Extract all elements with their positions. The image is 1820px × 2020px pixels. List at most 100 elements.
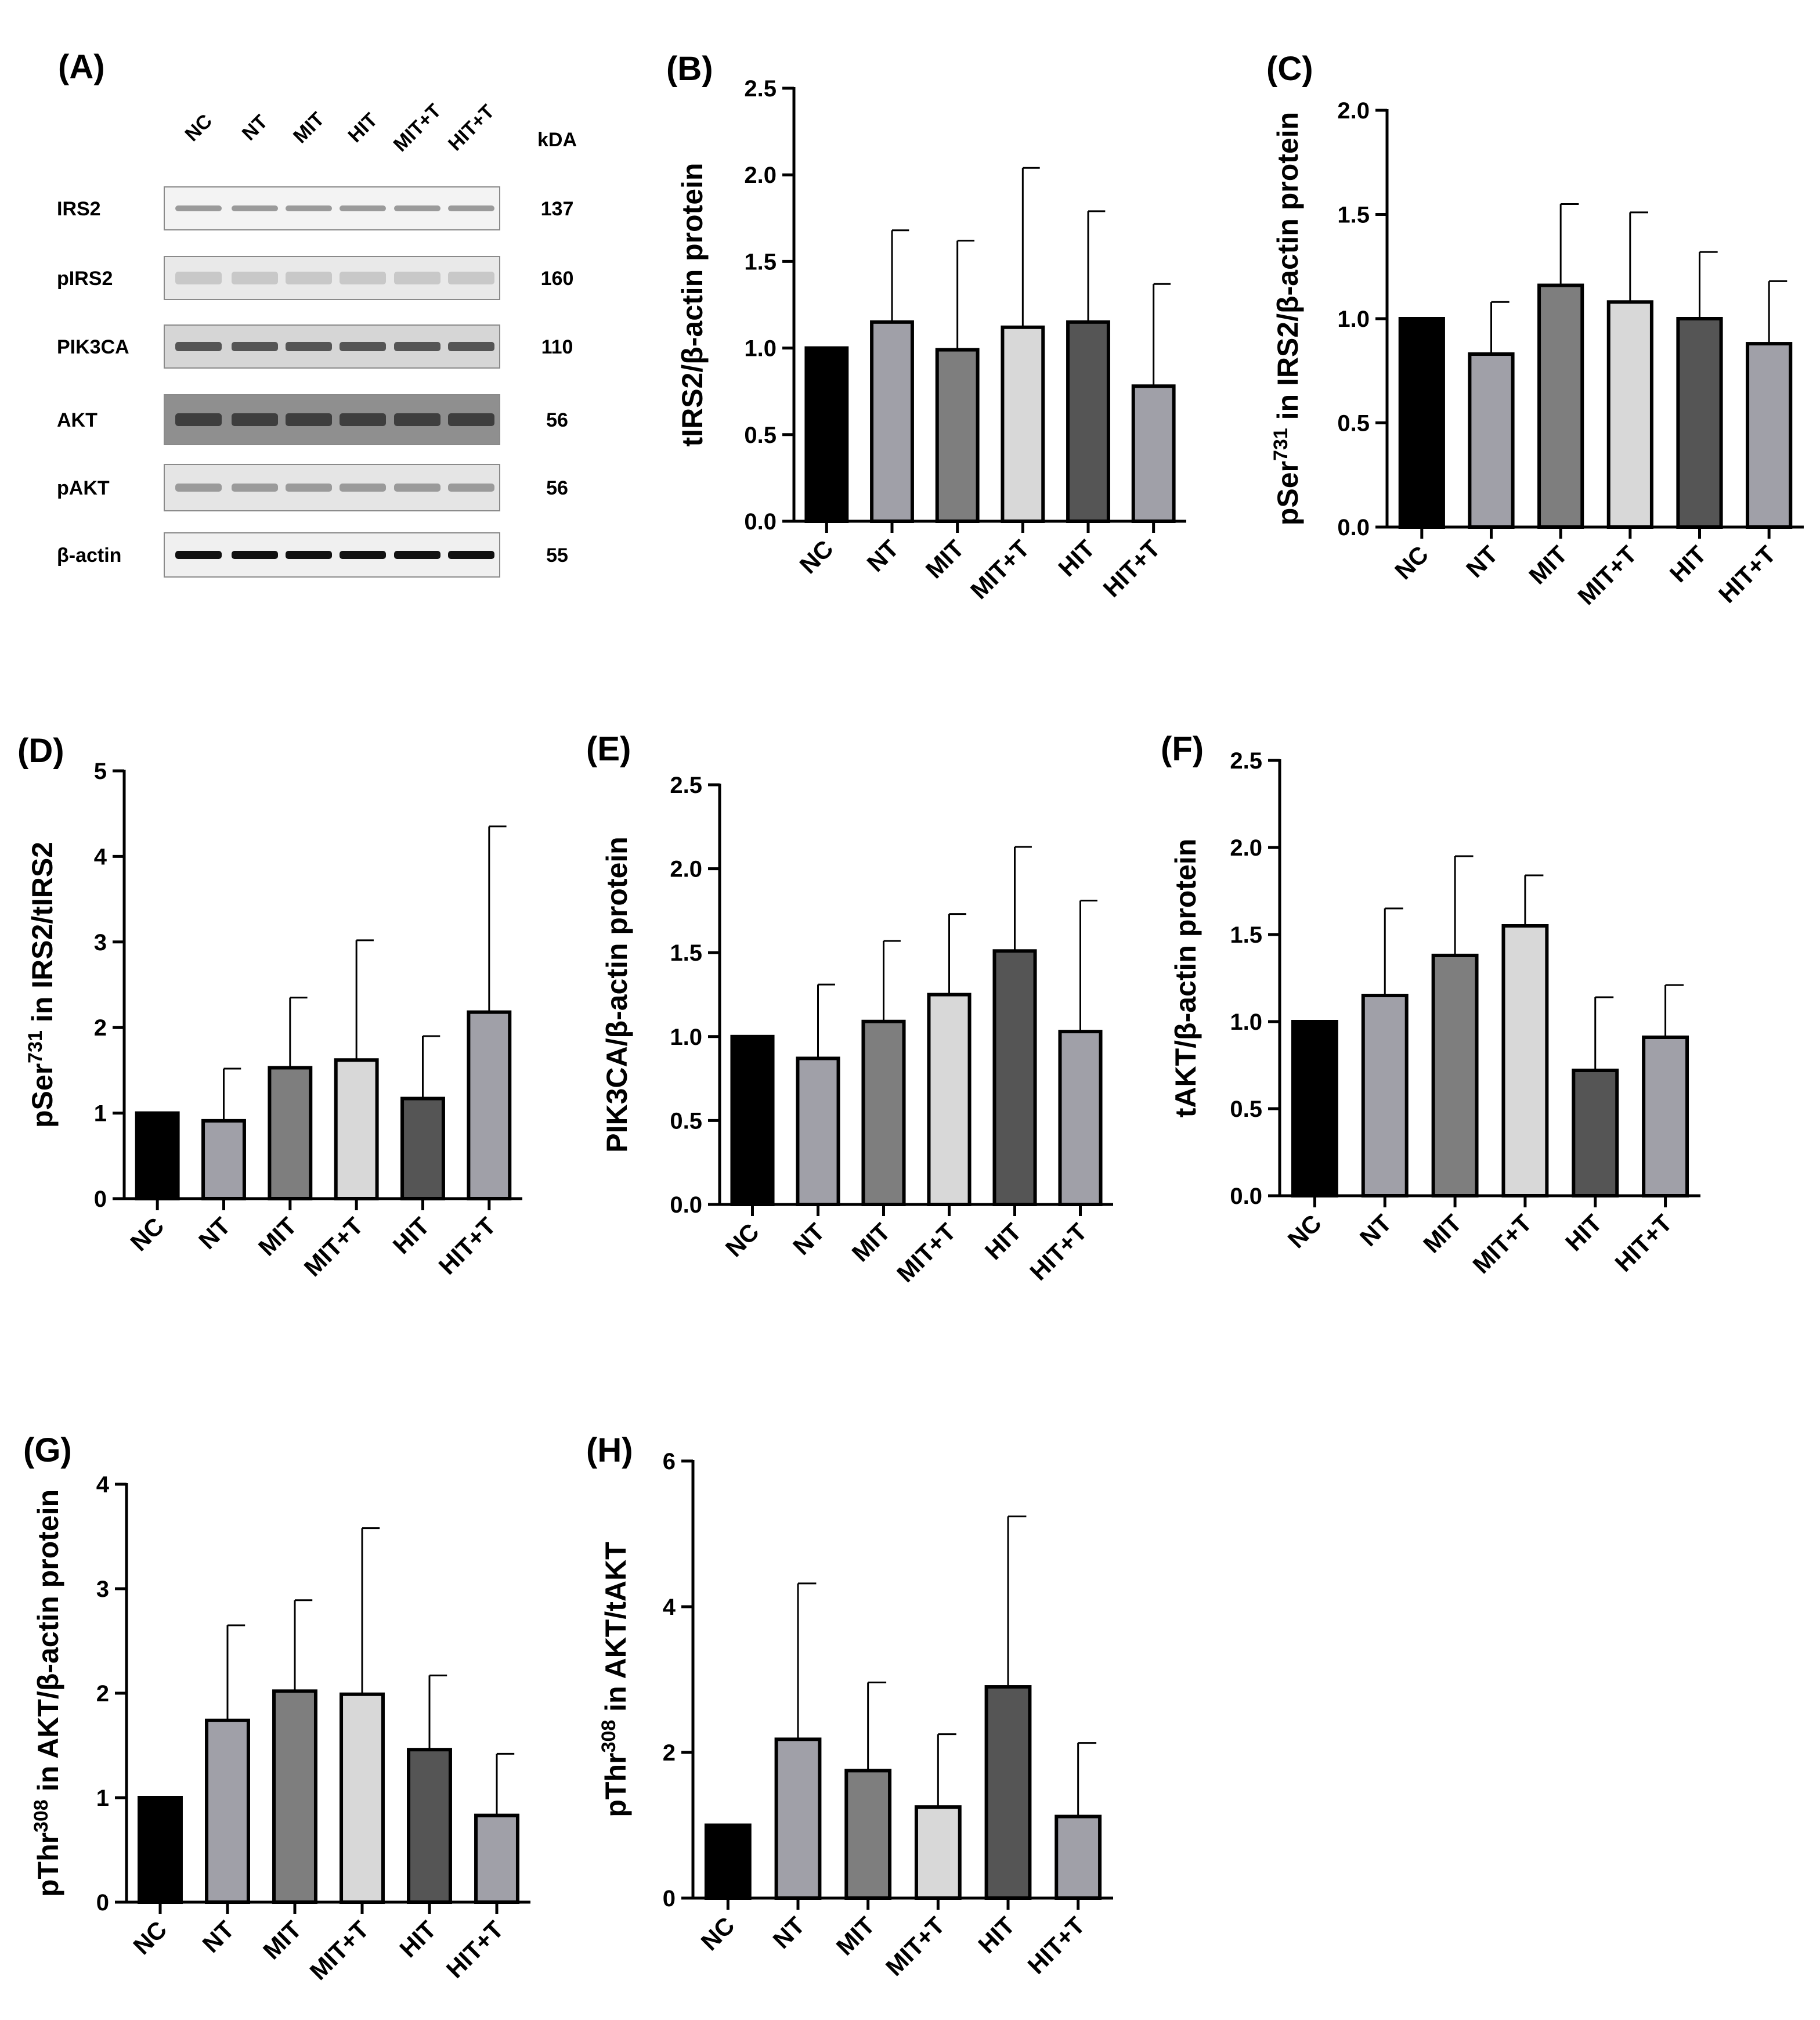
blot-band	[394, 205, 440, 211]
blot-band	[286, 551, 332, 559]
y-tick-label: 1.5	[1337, 203, 1370, 228]
bar-hit	[984, 1685, 1032, 1900]
x-tick-label: NT	[197, 1916, 240, 1958]
x-tick-label: HIT+T	[434, 1212, 501, 1280]
x-tick-label: HIT	[388, 1212, 435, 1259]
x-tick-label: HIT+T	[1097, 535, 1165, 603]
blot-band	[175, 484, 222, 492]
bar-nt	[774, 1737, 822, 1900]
panel-label: (G)	[23, 1431, 72, 1469]
x-tick-label: NT	[1461, 540, 1503, 583]
panel-label: (F)	[1161, 730, 1204, 768]
x-tick-label: HIT	[980, 1218, 1027, 1265]
blot-band	[286, 484, 332, 492]
x-tick-label: MIT+T	[305, 1916, 374, 1985]
blot-band	[175, 342, 222, 351]
y-tick-label: 4	[96, 1472, 110, 1498]
x-tick-label: NC	[1389, 540, 1433, 585]
x-tick-label: HIT	[1664, 540, 1711, 587]
y-tick-label: 2.0	[744, 163, 777, 188]
chart-c: (C) 0.0 0.5 1.0 1.5 2.0 NC NT MIT MIT+T HIT HIT+T pS…	[1266, 50, 1804, 610]
y-axis-label: pSer731 in IRS2/tIRS2	[24, 842, 59, 1128]
blot-band	[286, 272, 332, 284]
blot-lane-label: NT	[238, 111, 272, 145]
blot-band	[286, 205, 332, 211]
bar-hit	[1066, 320, 1110, 524]
y-tick-label: 0	[94, 1186, 107, 1212]
blot-lane-label: NC	[180, 110, 216, 146]
bar-nc	[704, 1823, 752, 1900]
blot-kda-value: 56	[546, 477, 568, 499]
y-tick-label: 0	[663, 1886, 676, 1911]
y-tick-label: 0.5	[1337, 411, 1370, 437]
y-tick-label: 1	[96, 1785, 109, 1811]
blot-band	[340, 342, 386, 351]
bar-hit-plus-t	[474, 1813, 519, 1904]
x-tick-label: HIT+T	[1024, 1218, 1092, 1286]
blot-protein-label: PIK3CA	[57, 336, 129, 358]
y-tick-label: 2	[663, 1740, 676, 1766]
chart-h: (H) 0 2 4 6 NC NT MIT MIT+T HIT HIT+T pThr308 in AK…	[586, 1431, 1113, 1981]
bar-nt	[870, 320, 914, 524]
x-tick-label: MIT+T	[965, 535, 1035, 604]
blot-kda-header: kDA	[537, 129, 577, 151]
bar-nt	[1468, 352, 1515, 529]
x-tick-label: HIT	[1053, 535, 1100, 582]
x-tick-label: NT	[768, 1911, 810, 1954]
blot-band	[448, 272, 494, 284]
x-tick-label: NT	[193, 1212, 236, 1254]
x-tick-label: HIT+T	[441, 1916, 509, 1983]
y-tick-label: 0.5	[1230, 1096, 1262, 1122]
blot-band	[232, 413, 278, 426]
bar-mit	[268, 1066, 313, 1201]
blot-band	[175, 413, 222, 426]
x-tick-label: MIT	[253, 1212, 302, 1261]
y-tick-label: 1.0	[1337, 306, 1370, 332]
y-axis-label: pThr308 in AKT/tAKT	[598, 1542, 632, 1817]
blot-band	[340, 272, 386, 284]
y-axis-label: tAKT/β-actin protein	[1169, 839, 1202, 1118]
bar-mit-plus-t	[340, 1692, 385, 1904]
x-tick-label: MIT+T	[299, 1212, 369, 1282]
y-tick-label: 0.5	[670, 1108, 702, 1134]
blot-band	[448, 413, 494, 426]
bar-hit	[1572, 1069, 1619, 1197]
bar-nc	[1291, 1020, 1338, 1197]
blot-kda-value: 56	[546, 409, 568, 431]
y-tick-label: 2.5	[744, 76, 777, 102]
blot-band	[394, 484, 440, 492]
blot-band	[394, 413, 440, 426]
y-tick-label: 0	[96, 1890, 109, 1916]
y-axis-label: PIK3CA/β-actin protein	[601, 836, 633, 1152]
blot-band	[448, 205, 494, 211]
blot-band	[448, 551, 494, 559]
bar-nt	[796, 1056, 840, 1206]
y-tick-label: 2.0	[670, 857, 702, 882]
y-tick-label: 4	[663, 1595, 676, 1620]
y-tick-label: 2.0	[1230, 835, 1262, 861]
blot-band	[394, 272, 440, 284]
bar-mit	[935, 348, 980, 523]
y-tick-label: 1.5	[1230, 922, 1262, 948]
blot-band	[286, 342, 332, 351]
x-tick-label: HIT+T	[1609, 1209, 1677, 1277]
y-tick-label: 2.0	[1337, 98, 1370, 124]
panel-label: (B)	[666, 50, 713, 88]
panel-label: (C)	[1266, 50, 1313, 88]
blot-band	[448, 484, 494, 492]
y-tick-label: 5	[94, 759, 107, 784]
blot-band	[394, 551, 440, 559]
blot-band	[175, 272, 222, 284]
bar-nc	[138, 1796, 183, 1904]
blot-kda-value: 160	[541, 268, 574, 290]
x-tick-label: NC	[720, 1218, 764, 1262]
bar-nt	[205, 1718, 250, 1904]
y-tick-label: 3	[94, 930, 107, 955]
bar-hit-plus-t	[1131, 384, 1176, 523]
y-axis-label: pThr308 in AKT/β-actin protein	[30, 1489, 64, 1897]
y-tick-label: 2	[96, 1681, 109, 1707]
